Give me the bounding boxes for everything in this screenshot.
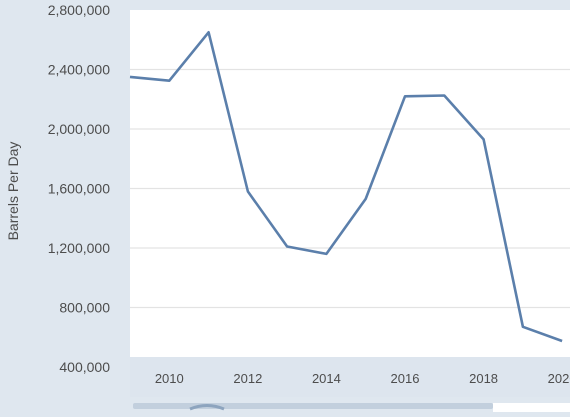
data-point <box>207 30 211 34</box>
x-tick-label: 2018 <box>469 371 498 386</box>
navigator-handle-icon <box>189 404 225 411</box>
x-tick-label: 2010 <box>155 371 184 386</box>
y-tick-label: 1,200,000 <box>48 240 110 256</box>
data-point <box>560 339 564 343</box>
x-axis-band <box>130 357 570 397</box>
data-point <box>167 79 171 83</box>
x-tick-label: 2020 <box>548 371 570 386</box>
y-axis-tick-labels: 2,800,000 2,400,000 2,000,000 1,600,000 1,20… <box>48 2 111 375</box>
navigator-handle[interactable] <box>493 403 570 412</box>
data-point <box>285 245 289 249</box>
data-point <box>442 94 446 98</box>
y-tick-label: 2,400,000 <box>48 62 110 78</box>
plot-background <box>130 10 570 357</box>
y-tick-label: 2,000,000 <box>48 121 110 137</box>
data-point <box>403 94 407 98</box>
data-point <box>324 252 328 256</box>
y-axis-label: Barrels Per Day <box>5 142 21 241</box>
navigator-bar[interactable] <box>133 403 493 409</box>
data-point <box>364 197 368 201</box>
y-tick-label: 2,800,000 <box>48 2 110 18</box>
x-tick-label: 2016 <box>391 371 420 386</box>
x-axis-tick-labels: 2010 2012 2014 2016 2018 2020 <box>155 371 570 386</box>
data-point <box>521 325 525 329</box>
series-line <box>129 30 563 343</box>
gridlines <box>130 68 570 309</box>
series-layer <box>128 30 564 343</box>
y-tick-label: 1,600,000 <box>48 181 110 197</box>
y-tick-label: 400,000 <box>59 359 110 375</box>
x-tick-label: 2012 <box>233 371 262 386</box>
data-point <box>128 75 132 79</box>
x-tick-label: 2014 <box>312 371 341 386</box>
data-point <box>482 137 486 141</box>
data-point <box>246 189 250 193</box>
y-tick-label: 800,000 <box>59 300 110 316</box>
